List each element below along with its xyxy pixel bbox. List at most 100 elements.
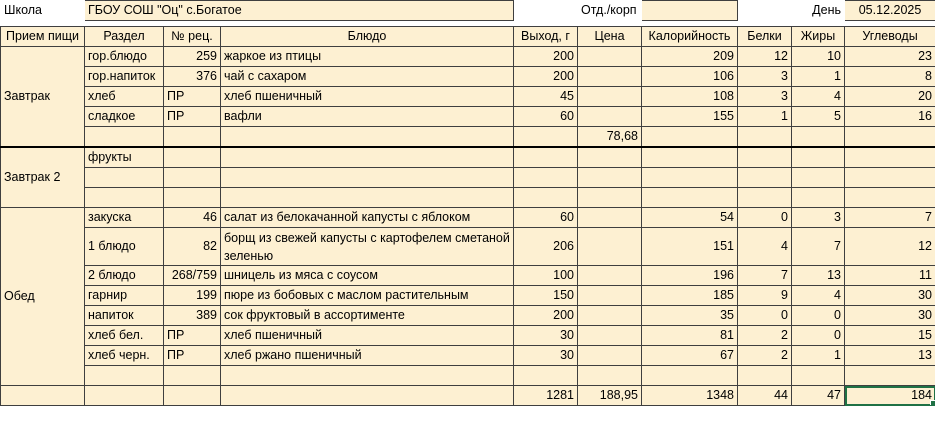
row-calories[interactable]: 185 (641, 285, 738, 306)
row-recipe[interactable]: 268/759 (163, 265, 221, 286)
row-output[interactable] (513, 126, 578, 148)
row-calories[interactable]: 67 (641, 345, 738, 366)
row-section[interactable] (84, 365, 164, 386)
row-fats[interactable]: 13 (791, 265, 845, 286)
row-section[interactable] (84, 126, 164, 148)
row-recipe[interactable]: 376 (163, 66, 221, 87)
row-section[interactable]: гор.блюдо (84, 46, 164, 67)
table-row[interactable]: 1 блюдо 82 борщ из свежей капусты с карт… (1, 227, 935, 266)
row-output[interactable]: 30 (513, 345, 578, 366)
row-proteins[interactable]: 2 (737, 345, 792, 366)
row-proteins[interactable]: 2 (737, 325, 792, 346)
row-dish[interactable]: сок фруктовый в ассортименте (220, 305, 514, 326)
row-carbs[interactable]: 15 (844, 325, 935, 346)
row-calories[interactable]: 81 (641, 325, 738, 346)
row-calories[interactable] (641, 365, 738, 386)
row-proteins[interactable] (737, 126, 792, 148)
row-section[interactable]: 1 блюдо (84, 227, 164, 266)
row-dish[interactable]: чай с сахаром (220, 66, 514, 87)
row-recipe[interactable]: 389 (163, 305, 221, 326)
row-calories[interactable] (641, 126, 738, 148)
row-proteins[interactable] (737, 187, 792, 208)
table-row[interactable] (1, 167, 935, 188)
row-section[interactable]: сладкое (84, 106, 164, 127)
row-calories[interactable]: 151 (641, 227, 738, 266)
row-proteins[interactable]: 3 (737, 86, 792, 107)
row-dish[interactable] (220, 167, 514, 188)
table-row[interactable]: гарнир 199 пюре из бобовых с маслом раст… (1, 285, 935, 306)
row-carbs[interactable]: 30 (844, 285, 935, 306)
row-carbs[interactable] (844, 187, 935, 208)
row-section[interactable]: фрукты (84, 146, 164, 168)
row-calories[interactable]: 54 (641, 207, 738, 228)
row-calories[interactable]: 108 (641, 86, 738, 107)
row-fats[interactable] (791, 146, 845, 168)
row-calories[interactable] (641, 146, 738, 168)
row-calories[interactable]: 196 (641, 265, 738, 286)
row-calories[interactable]: 209 (641, 46, 738, 67)
table-row[interactable]: гор.напиток 376 чай с сахаром 200 106 3 … (1, 66, 935, 87)
table-row[interactable]: 2 блюдо 268/759 шницель из мяса с соусом… (1, 265, 935, 286)
row-price[interactable] (577, 187, 642, 208)
total-price[interactable]: 188,95 (577, 385, 642, 406)
row-fats[interactable]: 0 (791, 325, 845, 346)
row-calories[interactable]: 155 (641, 106, 738, 127)
table-row[interactable]: Обед закуска 46 салат из белокачанной ка… (0, 207, 935, 386)
row-price[interactable] (577, 365, 642, 386)
row-dish[interactable]: хлеб пшеничный (220, 325, 514, 346)
row-fats[interactable]: 4 (791, 285, 845, 306)
row-fats[interactable]: 10 (791, 46, 845, 67)
row-output[interactable] (513, 365, 578, 386)
row-output[interactable] (513, 187, 578, 208)
row-section[interactable]: закуска (84, 207, 164, 228)
row-recipe[interactable]: ПР (163, 345, 221, 366)
row-fats[interactable]: 7 (791, 227, 845, 266)
row-section[interactable]: хлеб бел. (84, 325, 164, 346)
row-proteins[interactable] (737, 167, 792, 188)
row-fats[interactable]: 4 (791, 86, 845, 107)
row-section[interactable]: гарнир (84, 285, 164, 306)
row-carbs[interactable]: 20 (844, 86, 935, 107)
row-section[interactable]: хлеб черн. (84, 345, 164, 366)
row-output[interactable]: 206 (513, 227, 578, 266)
row-fats[interactable]: 1 (791, 345, 845, 366)
row-output[interactable]: 150 (513, 285, 578, 306)
row-dish[interactable]: вафли (220, 106, 514, 127)
row-calories[interactable]: 106 (641, 66, 738, 87)
row-section[interactable]: напиток (84, 305, 164, 326)
school-value-cell[interactable]: ГБОУ СОШ "Оц" с.Богатое (83, 0, 515, 21)
table-row[interactable]: хлеб ПР хлеб пшеничный 45 108 3 4 20 (1, 86, 935, 107)
row-carbs[interactable] (844, 126, 935, 148)
row-carbs[interactable]: 11 (844, 265, 935, 286)
row-output[interactable]: 200 (513, 46, 578, 67)
row-fats[interactable]: 1 (791, 66, 845, 87)
row-price[interactable] (577, 265, 642, 286)
row-dish[interactable]: салат из белокачанной капусты с яблоком (220, 207, 514, 228)
row-output[interactable] (513, 146, 578, 168)
table-row[interactable]: хлеб черн. ПР хлеб ржано пшеничный 30 67… (1, 345, 935, 366)
total-fats[interactable]: 47 (791, 385, 845, 406)
row-calories[interactable] (641, 187, 738, 208)
row-section[interactable]: 2 блюдо (84, 265, 164, 286)
row-section[interactable]: гор.напиток (84, 66, 164, 87)
row-price[interactable] (577, 207, 642, 228)
row-calories[interactable] (641, 167, 738, 188)
row-price[interactable] (577, 167, 642, 188)
row-output[interactable]: 60 (513, 106, 578, 127)
table-row[interactable]: Завтрак 2 фрукты (0, 146, 935, 208)
row-carbs[interactable]: 8 (844, 66, 935, 87)
row-fats[interactable] (791, 126, 845, 148)
row-carbs[interactable]: 13 (844, 345, 935, 366)
table-row[interactable]: напиток 389 сок фруктовый в ассортименте… (1, 305, 935, 326)
row-price[interactable] (577, 86, 642, 107)
row-recipe[interactable]: 199 (163, 285, 221, 306)
row-price[interactable] (577, 227, 642, 266)
row-dish[interactable]: пюре из бобовых с маслом растительным (220, 285, 514, 306)
dept-value-cell[interactable] (641, 0, 739, 21)
row-recipe[interactable]: 46 (163, 207, 221, 228)
totals-row[interactable]: 1281 188,95 1348 44 47 184 (0, 385, 935, 406)
table-row[interactable] (1, 365, 935, 386)
row-fats[interactable]: 5 (791, 106, 845, 127)
row-proteins[interactable]: 4 (737, 227, 792, 266)
row-recipe[interactable] (163, 126, 221, 148)
